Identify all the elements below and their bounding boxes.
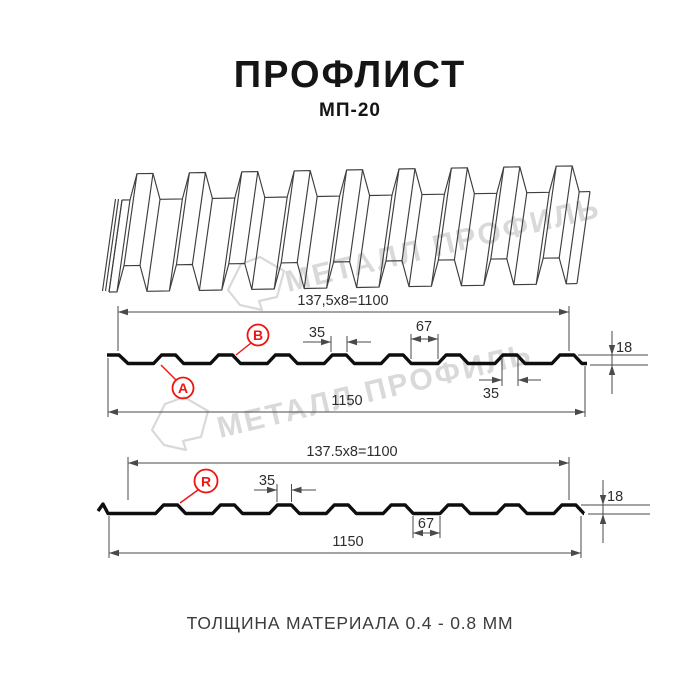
dim-label-valley: 67 bbox=[416, 319, 432, 335]
rib-edge-line bbox=[483, 193, 498, 286]
marker-r: R bbox=[179, 468, 219, 504]
marker-b-label: В bbox=[253, 327, 263, 343]
dim-label-height: 18 bbox=[607, 489, 623, 505]
dim-label-rib-top: 35 bbox=[309, 325, 325, 341]
profile-cross-section-path bbox=[107, 353, 587, 366]
rib-edge-line bbox=[408, 194, 423, 287]
rib-edge-line bbox=[303, 196, 318, 289]
rib-edge-line bbox=[542, 166, 557, 259]
cross-section-top: 137,5x8=1100 35 67 18 bbox=[107, 293, 648, 417]
dim-label-rib-bottom: 35 bbox=[483, 386, 499, 402]
dim-valley-width: 67 bbox=[410, 319, 439, 359]
rib-edge-line bbox=[490, 167, 505, 260]
marker-a: А bbox=[160, 364, 195, 400]
dim-rib-bottom-width: 35 bbox=[479, 357, 541, 402]
dim-overall-width: 1150 bbox=[107, 358, 586, 417]
rib-edge-line bbox=[139, 173, 154, 266]
dim-label-height: 18 bbox=[616, 340, 632, 356]
dim-label-rib-top: 35 bbox=[259, 473, 275, 489]
rib-edge-line bbox=[460, 193, 475, 286]
sheet-top-edge bbox=[121, 165, 591, 201]
rib-edge-line bbox=[175, 172, 190, 265]
rib-edge-line bbox=[244, 171, 259, 264]
rib-edge-line bbox=[273, 196, 288, 290]
profile-outline bbox=[107, 353, 587, 366]
rib-edge-line bbox=[513, 192, 528, 285]
dim-height: 18 bbox=[578, 331, 648, 394]
rib-edge-line bbox=[385, 168, 400, 262]
rib-edge-line bbox=[565, 191, 580, 284]
watermark-upper: МЕТАЛЛ ПРОФИЛЬ bbox=[226, 191, 604, 312]
marker-r-label: R bbox=[201, 474, 211, 490]
rib-edge-line bbox=[453, 167, 468, 260]
sheet-cut-edge bbox=[104, 198, 120, 292]
rib-edge-line bbox=[349, 169, 364, 262]
dim-label-overall: 1150 bbox=[331, 393, 362, 409]
rib-edge-line bbox=[535, 192, 550, 285]
page-header: ПРОФЛИСТ МП-20 bbox=[0, 54, 700, 122]
cross-section-bottom: 137.5x8=1100 35 67 18 bbox=[96, 444, 650, 558]
dim-module-width: 137,5x8=1100 bbox=[117, 293, 570, 351]
dim-label-valley: 67 bbox=[418, 516, 434, 532]
rib-edge-line bbox=[123, 173, 138, 266]
rib-edge-line bbox=[576, 191, 591, 284]
rib-edge-line bbox=[116, 199, 131, 292]
dim-rib-top-width: 35 bbox=[254, 473, 316, 502]
marker-b: В bbox=[235, 323, 270, 356]
rib-edge-line bbox=[280, 170, 295, 263]
marker-a-label: А bbox=[178, 380, 188, 396]
sheet-bottom-edge bbox=[108, 257, 578, 293]
rib-edge-line bbox=[168, 198, 183, 291]
rib-edge-line bbox=[430, 194, 445, 287]
sheet-cut-edge bbox=[108, 199, 123, 293]
rib-edge-line bbox=[191, 172, 206, 265]
profile-cross-section-path bbox=[96, 502, 586, 516]
rib-edge-line bbox=[333, 169, 348, 263]
profile-model-name: МП-20 bbox=[319, 99, 381, 121]
dim-label-module: 137,5x8=1100 bbox=[297, 293, 388, 309]
profile-3d-view bbox=[101, 165, 591, 293]
rib-edge-line bbox=[437, 167, 452, 261]
rib-edge-line bbox=[401, 168, 416, 261]
rib-edge-line bbox=[228, 171, 243, 264]
sheet-cut-edge bbox=[101, 198, 117, 292]
metall-profil-logo-icon bbox=[150, 395, 210, 452]
rib-edge-line bbox=[296, 170, 311, 263]
rib-edge-line bbox=[506, 166, 521, 259]
rib-edge-line bbox=[221, 197, 236, 291]
dim-rib-top-width: 35 bbox=[303, 325, 371, 352]
dim-overall-width: 1150 bbox=[108, 516, 582, 558]
dim-valley-width: 67 bbox=[412, 516, 441, 538]
rib-edge-line bbox=[326, 196, 341, 289]
dim-module-width: 137.5x8=1100 bbox=[127, 444, 570, 500]
rib-edge-line bbox=[356, 195, 371, 288]
rib-edge-line bbox=[251, 197, 266, 290]
profile-outline bbox=[96, 502, 586, 516]
dim-label-overall: 1150 bbox=[332, 534, 363, 550]
material-thickness-caption: ТОЛЩИНА МАТЕРИАЛА 0.4 - 0.8 ММ bbox=[186, 613, 514, 633]
page-title: ПРОФЛИСТ bbox=[233, 54, 467, 96]
rib-edge-line bbox=[146, 199, 161, 292]
rib-edge-line bbox=[558, 165, 573, 258]
dim-height: 18 bbox=[581, 480, 650, 543]
dim-label-module: 137.5x8=1100 bbox=[306, 444, 397, 460]
rib-edge-line bbox=[198, 198, 213, 291]
metall-profil-logo-icon bbox=[226, 255, 286, 312]
rib-edge-line bbox=[378, 195, 393, 288]
